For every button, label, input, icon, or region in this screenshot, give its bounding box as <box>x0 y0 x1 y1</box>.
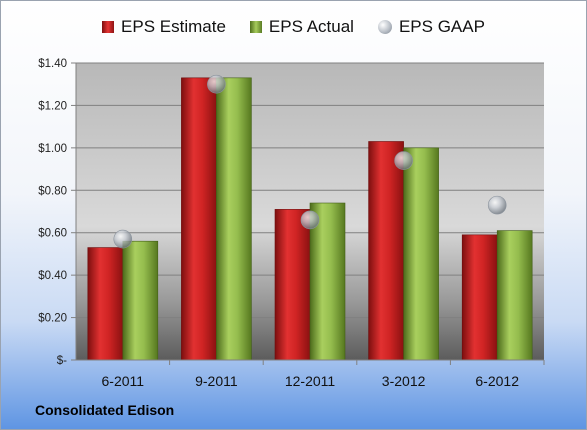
marker-eps-gaap <box>207 74 226 94</box>
legend-swatch-eps-estimate <box>102 21 115 33</box>
legend-swatch-eps-actual <box>249 21 262 33</box>
y-tick-label: $1.00 <box>38 143 67 155</box>
legend-label-eps-estimate: EPS Estimate <box>121 17 226 36</box>
y-tick-label: $0.60 <box>38 228 67 240</box>
y-tick-label: $1.20 <box>38 100 67 112</box>
marker-eps-gaap <box>487 195 507 215</box>
x-tick-label: 6-2012 <box>475 373 519 389</box>
bar-eps-estimate <box>87 247 124 361</box>
x-tick-label: 12-2011 <box>285 373 336 389</box>
bar-eps-actual <box>403 147 439 361</box>
company-name: Consolidated Edison <box>35 402 175 418</box>
legend-item-eps-actual: EPS Actual <box>249 17 354 37</box>
y-tick-label: $0.40 <box>38 270 67 282</box>
bar-eps-estimate <box>274 209 311 361</box>
bar-eps-estimate <box>181 77 217 361</box>
x-tick-label: 3-2012 <box>382 373 426 389</box>
bar-eps-estimate <box>368 141 404 361</box>
bar-eps-actual <box>216 77 252 361</box>
y-tick-label: $1.40 <box>38 58 67 70</box>
bar-eps-actual <box>309 202 346 361</box>
y-tick-label: $- <box>57 355 67 367</box>
legend-item-eps-estimate: EPS Estimate <box>102 17 226 37</box>
bar-eps-actual <box>122 240 159 361</box>
legend-label-eps-actual: EPS Actual <box>268 17 354 36</box>
legend-item-eps-gaap: EPS GAAP <box>377 17 485 37</box>
legend-label-eps-gaap: EPS GAAP <box>398 17 485 36</box>
bar-eps-actual <box>496 230 533 361</box>
x-tick-label: 6-2011 <box>102 373 145 389</box>
x-tick-label: 9-2011 <box>195 373 238 389</box>
marker-eps-gaap <box>300 210 320 230</box>
bar-eps-estimate <box>461 234 498 361</box>
marker-eps-gaap <box>113 229 133 249</box>
legend: EPS Estimate EPS Actual EPS GAAP <box>1 17 586 37</box>
marker-eps-gaap <box>394 151 413 170</box>
y-tick-label: $0.80 <box>38 185 67 197</box>
legend-swatch-eps-gaap <box>377 20 392 34</box>
y-tick-label: $0.20 <box>38 313 67 325</box>
